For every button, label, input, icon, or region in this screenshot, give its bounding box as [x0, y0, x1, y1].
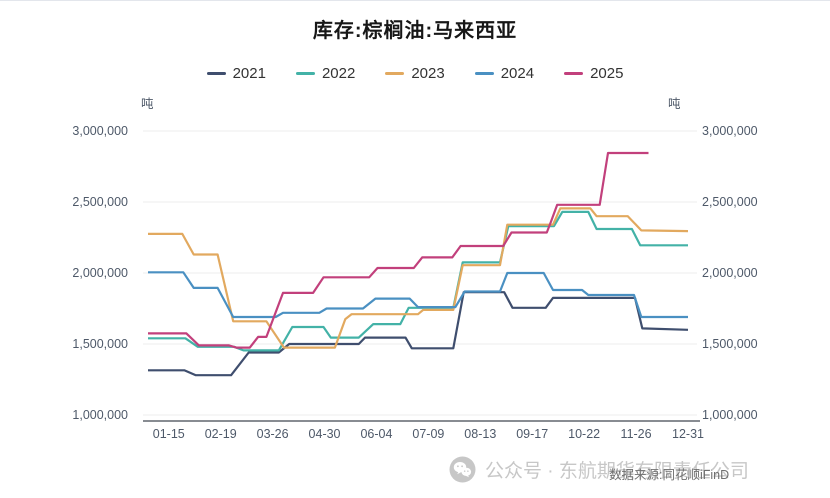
x-axis-tick: 04-30 [308, 427, 341, 441]
x-axis-tick: 07-09 [412, 427, 445, 441]
y-axis-unit-right: 吨 [668, 97, 681, 111]
x-axis-tick: 02-19 [204, 427, 237, 441]
x-axis-tick: 06-04 [360, 427, 393, 441]
legend-item-2024[interactable]: 2024 [474, 64, 535, 82]
x-axis-tick: 03-26 [256, 427, 289, 441]
series-line-2021 [148, 291, 689, 377]
y-axis-tick-right: 1,500,000 [702, 337, 758, 351]
x-axis-tick: 01-15 [152, 427, 185, 441]
watermark-text: 公众号 · 东航期货有限责任公司 [485, 461, 749, 482]
data-source-label: 数据来源:同花顺iFinD [609, 468, 730, 482]
legend-swatch [206, 71, 226, 75]
legend-item-2021[interactable]: 2021 [206, 64, 266, 82]
x-axis-tick: 12-31 [672, 427, 704, 441]
legend-label: 2025 [590, 64, 624, 82]
series-line-2022 [148, 210, 688, 352]
x-axis-tick: 09-17 [516, 427, 549, 441]
chart-legend: 2021 2022 2023 2024 2025 [0, 62, 830, 84]
legend-item-2022[interactable]: 2022 [295, 64, 356, 82]
x-axis-tick: 08-13 [464, 427, 497, 441]
wechat-icon [449, 456, 476, 483]
y-axis-tick-right: 3,000,000 [702, 124, 758, 138]
y-axis-tick-left: 2,000,000 [72, 266, 128, 280]
x-axis-tick: 11-26 [620, 427, 652, 441]
legend-swatch [385, 71, 405, 75]
series-line-2024 [148, 271, 688, 319]
y-axis-tick-right: 2,500,000 [702, 195, 758, 209]
legend-swatch [295, 71, 315, 75]
y-axis-tick-left: 1,000,000 [72, 408, 128, 422]
series-line-2025 [148, 151, 649, 349]
y-axis-tick-left: 3,000,000 [72, 124, 128, 138]
y-axis-tick-left: 2,500,000 [72, 195, 128, 209]
legend-swatch [564, 71, 584, 75]
legend-label: 2024 [500, 64, 535, 82]
legend-label: 2023 [411, 64, 445, 82]
y-axis-tick-right: 1,000,000 [702, 408, 758, 422]
window-top-border [0, 0, 830, 1]
y-axis-tick-left: 1,500,000 [72, 337, 128, 351]
x-axis-tick: 10-22 [568, 427, 601, 441]
legend-item-2023[interactable]: 2023 [385, 64, 445, 82]
legend-item-2025[interactable]: 2025 [564, 65, 623, 82]
legend-label: 2021 [232, 64, 266, 82]
chart-title: 库存:棕榈油:马来西亚 [312, 20, 518, 42]
y-axis-unit-left: 吨 [141, 97, 154, 111]
y-axis-tick-right: 2,000,000 [702, 266, 758, 280]
series-line-2023 [148, 207, 689, 349]
legend-swatch [474, 71, 494, 75]
legend-label: 2022 [321, 64, 356, 82]
wechat-watermark: 公众号 · 东航期货有限责任公司 [449, 456, 749, 483]
